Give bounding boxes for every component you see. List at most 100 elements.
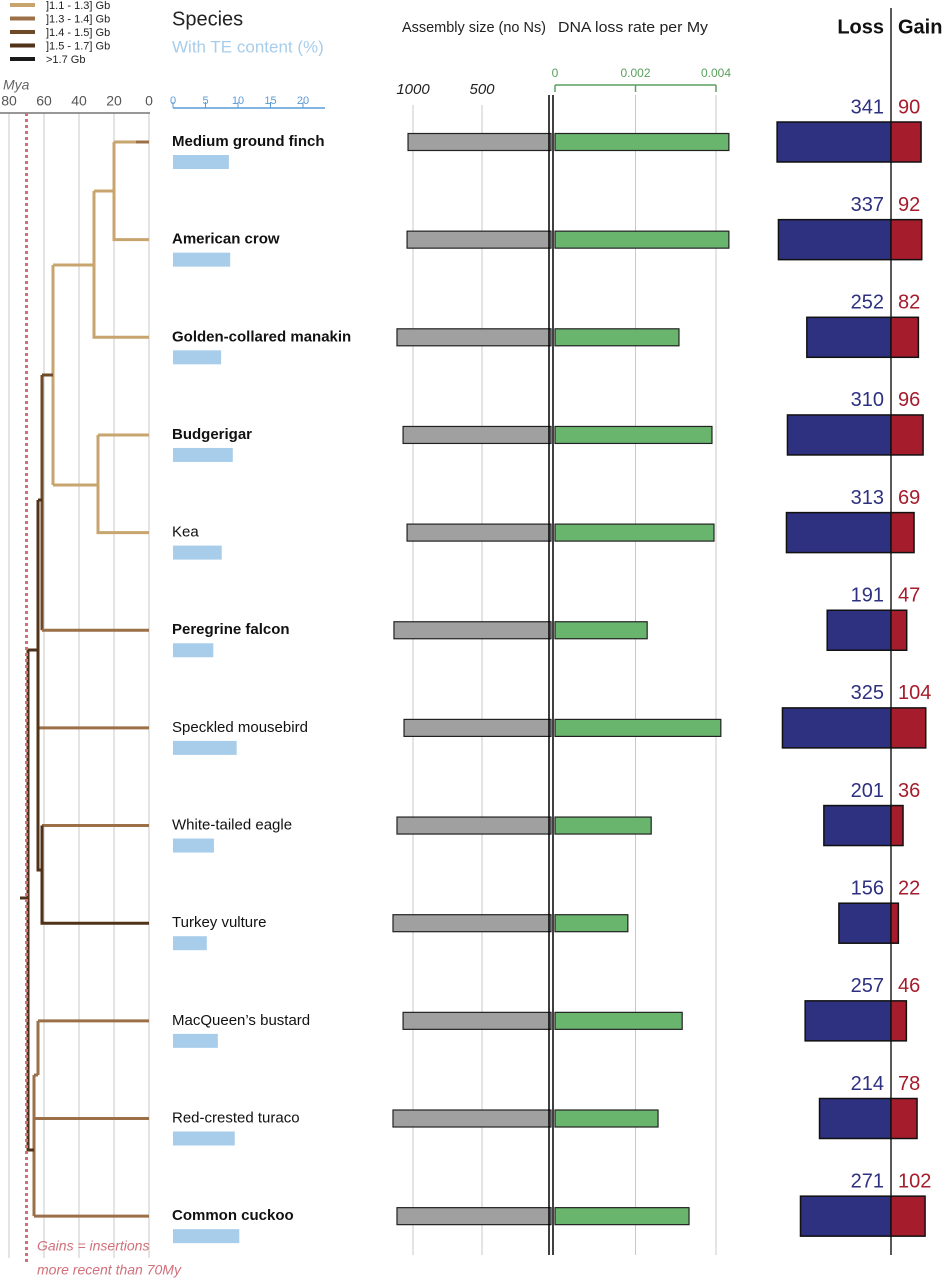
x-tick-label: 60: [36, 93, 52, 109]
x-tick-label: 0: [552, 66, 559, 80]
bar: [173, 643, 214, 658]
bar: [554, 1207, 690, 1226]
bar: [402, 425, 552, 445]
legend-label: ]1.4 - 1.5] Gb: [46, 27, 110, 39]
bar: [890, 1097, 918, 1140]
value-label: 82: [898, 292, 920, 314]
species-label: Common cuckoo: [172, 1207, 294, 1224]
bar: [799, 1195, 892, 1237]
species-label: Red-crested turaco: [172, 1109, 300, 1126]
bar: [554, 425, 713, 445]
species-label: White-tailed eagle: [172, 817, 292, 834]
species-label: Turkey vulture: [172, 914, 266, 931]
bar: [173, 740, 237, 755]
bar: [396, 816, 552, 835]
bar: [173, 1131, 235, 1146]
x-tick-label: 5: [202, 95, 208, 107]
bar: [777, 218, 892, 261]
species-label: Golden-collared manakin: [172, 328, 351, 345]
species-label: MacQueen’s bustard: [172, 1012, 310, 1029]
bar: [890, 414, 924, 456]
value-label: 310: [851, 389, 884, 411]
bar: [403, 718, 552, 738]
bar: [173, 936, 207, 951]
bar: [173, 838, 214, 853]
bar: [818, 1097, 892, 1140]
bar: [173, 545, 222, 560]
column-title: Loss: [837, 16, 884, 38]
column-title: Gain: [898, 16, 942, 38]
value-label: 252: [851, 292, 884, 314]
value-label: 22: [898, 877, 920, 899]
column-title: Assembly size (no Ns): [402, 19, 546, 36]
legend-label: ]1.5 - 1.7] Gb: [46, 40, 110, 52]
bar: [890, 316, 920, 359]
species-label: Speckled mousebird: [172, 719, 308, 736]
legend-label: ]1.3 - 1.4] Gb: [46, 13, 110, 25]
value-label: 36: [898, 780, 920, 802]
value-label: 257: [851, 975, 884, 997]
tree-branch: [51, 263, 149, 535]
bar: [407, 132, 552, 152]
x-tick-label: 0: [145, 93, 153, 109]
bar: [838, 902, 892, 944]
bar: [786, 414, 892, 456]
bar: [823, 804, 892, 847]
bar: [554, 328, 680, 347]
bar: [890, 609, 908, 651]
bar: [392, 914, 552, 933]
legend-label: >1.7 Gb: [46, 54, 85, 66]
bar: [554, 230, 730, 249]
bar: [554, 132, 730, 152]
value-label: 271: [851, 1170, 884, 1192]
bar: [890, 1195, 926, 1237]
x-tick-label: 0: [170, 95, 176, 107]
bar: [890, 902, 900, 944]
x-tick-label: 10: [232, 95, 244, 107]
value-label: 96: [898, 389, 920, 411]
annotation: Gains = insertions: [37, 1238, 149, 1254]
value-label: 214: [851, 1073, 884, 1095]
x-tick-label: 20: [297, 95, 309, 107]
bar: [173, 350, 222, 365]
value-label: 337: [851, 194, 884, 216]
species-label: Peregrine falcon: [172, 621, 290, 638]
species-label: American crow: [172, 231, 280, 248]
bar: [554, 718, 722, 738]
bar: [804, 1000, 892, 1042]
bar: [890, 121, 922, 163]
x-tick-label: 500: [469, 81, 495, 98]
bar: [806, 316, 892, 359]
bar: [173, 447, 233, 462]
value-label: 201: [851, 780, 884, 802]
value-label: 90: [898, 96, 920, 118]
species-label: Budgerigar: [172, 426, 252, 443]
bar: [785, 511, 892, 554]
bar: [554, 816, 652, 835]
value-label: 69: [898, 487, 920, 509]
bar: [554, 1109, 659, 1128]
bar: [396, 328, 552, 347]
bar: [890, 511, 915, 554]
bar: [402, 1011, 552, 1030]
value-label: 92: [898, 194, 920, 216]
bar: [890, 804, 904, 847]
bar: [406, 523, 552, 542]
value-label: 313: [851, 487, 884, 509]
legend-label: ]1.1 - 1.3] Gb: [46, 0, 110, 12]
bar: [554, 914, 629, 933]
value-label: 325: [851, 682, 884, 704]
bar: [890, 1000, 908, 1042]
value-label: 78: [898, 1073, 920, 1095]
tree-branch: [92, 140, 149, 339]
bar: [890, 218, 923, 261]
bar: [554, 621, 648, 640]
value-label: 104: [898, 682, 931, 704]
annotation: more recent than 70My: [37, 1262, 182, 1278]
value-label: 341: [851, 96, 884, 118]
x-tick-label: 15: [264, 95, 276, 107]
bar: [173, 1229, 240, 1244]
x-tick-label: 0.004: [701, 66, 731, 80]
value-label: 47: [898, 585, 920, 607]
species-label: Medium ground finch: [172, 133, 324, 150]
